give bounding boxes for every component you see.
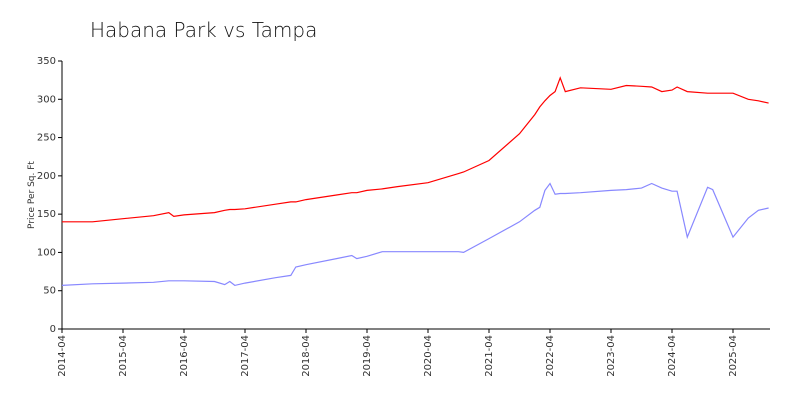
y-axis-label: Price Per Sq. Ft — [27, 161, 37, 229]
y-tick-label: 300 — [37, 94, 56, 105]
x-tick-label: 2015-04 — [118, 335, 129, 377]
x-tick-label: 2022-04 — [545, 335, 556, 377]
x-tick-label: 2017-04 — [240, 335, 251, 377]
y-tick-label: 150 — [37, 209, 56, 220]
x-tick-label: 2020-04 — [423, 335, 434, 377]
y-tick-label: 50 — [43, 286, 56, 297]
y-tick-label: 100 — [37, 247, 56, 258]
y-tick-label: 250 — [37, 133, 56, 144]
x-tick-label: 2023-04 — [606, 335, 617, 377]
y-tick-label: 200 — [37, 171, 56, 182]
x-tick-label: 2021-04 — [484, 335, 495, 377]
x-tick-label: 2024-04 — [667, 335, 678, 377]
y-tick-label: 350 — [37, 56, 56, 67]
x-tick-label: 2019-04 — [362, 335, 373, 377]
chart-title: Habana Park vs Tampa — [90, 18, 317, 42]
x-tick-label: 2016-04 — [179, 335, 190, 377]
x-tick-label: 2018-04 — [301, 335, 312, 377]
series-line — [61, 182, 769, 287]
series-line — [62, 76, 769, 223]
y-tick-label: 0 — [50, 324, 56, 335]
x-tick-label: 2014-04 — [57, 335, 68, 377]
x-tick-label: 2025-04 — [728, 335, 739, 377]
